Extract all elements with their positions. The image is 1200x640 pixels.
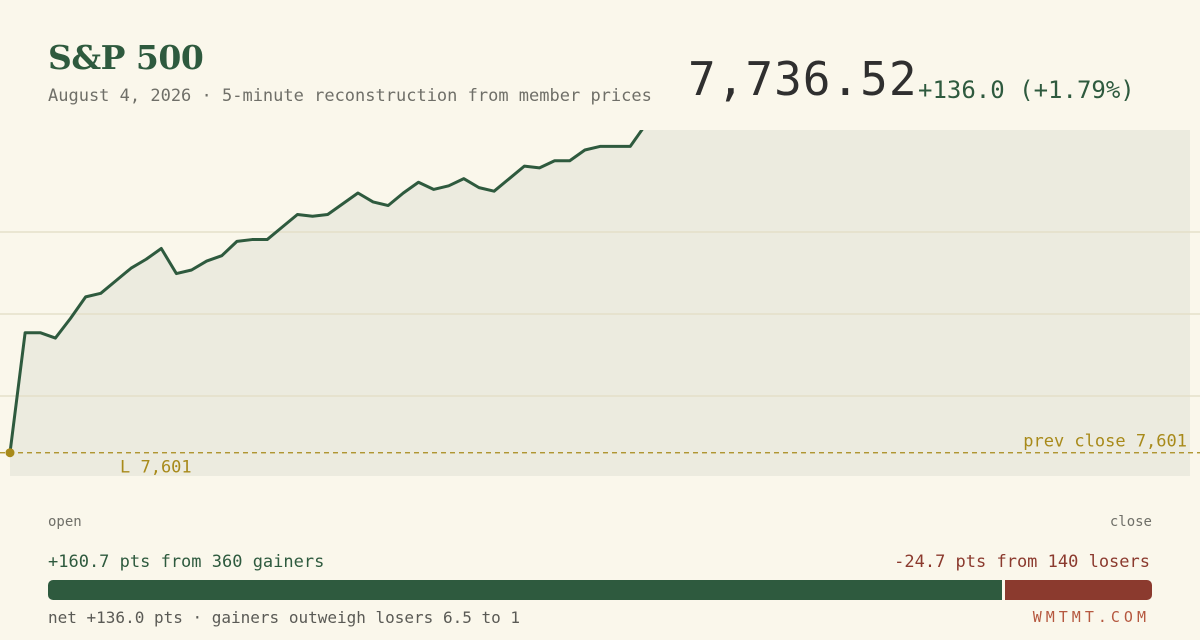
- breadth-summary: net +136.0 pts · gainers outweigh losers…: [48, 608, 521, 627]
- bar-divider: [1002, 580, 1006, 600]
- area-fill: [10, 130, 1190, 476]
- x-axis-open-label: open: [48, 514, 82, 530]
- losers-label: -24.7 pts from 140 losers: [894, 552, 1150, 572]
- x-axis-close-label: close: [1109, 514, 1152, 530]
- price-line: [8, 130, 644, 455]
- low-marker: [5, 448, 15, 458]
- breadth-bar: [48, 580, 1152, 600]
- gainers-bar: [48, 580, 1003, 600]
- brand-link[interactable]: WMTMT.COM: [1032, 608, 1150, 626]
- index-price: 7,736.52: [688, 52, 918, 106]
- page-subtitle: August 4, 2026 · 5-minute reconstruction…: [48, 86, 652, 106]
- index-change: +136.0 (+1.79%): [918, 76, 1135, 104]
- low-label: L 7,601: [120, 458, 192, 478]
- gainers-label: +160.7 pts from 360 gainers: [48, 552, 325, 572]
- losers-bar: [1005, 580, 1152, 600]
- page-title: S&P 500: [48, 38, 204, 77]
- prev-close-label: prev close 7,601: [1023, 432, 1187, 452]
